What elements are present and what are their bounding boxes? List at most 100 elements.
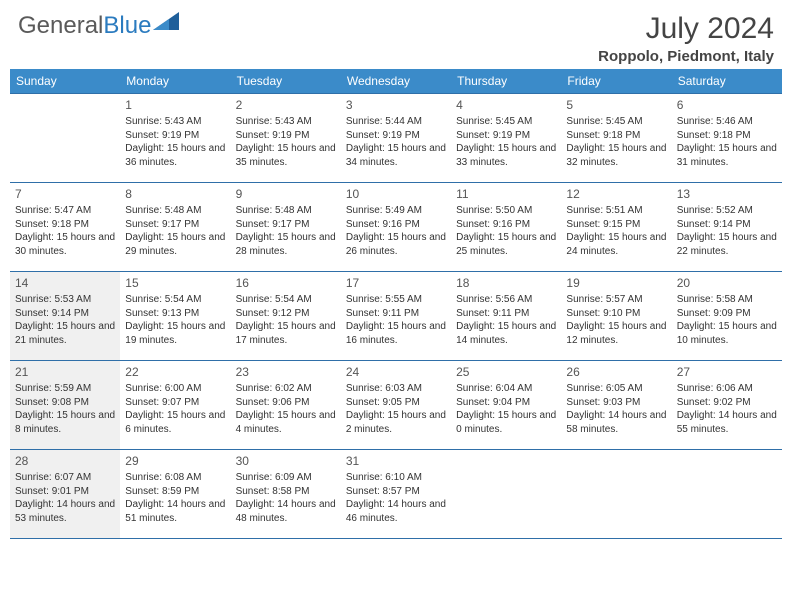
sunset-text: Sunset: 9:14 PM [15, 307, 115, 321]
daylight-text: Daylight: 15 hours and 28 minutes. [236, 231, 336, 258]
day-cell [672, 450, 782, 538]
daylight-text: Daylight: 15 hours and 6 minutes. [125, 409, 225, 436]
day-number: 31 [346, 453, 446, 469]
day-cell: 31Sunrise: 6:10 AMSunset: 8:57 PMDayligh… [341, 450, 451, 538]
week-row: 1Sunrise: 5:43 AMSunset: 9:19 PMDaylight… [10, 93, 782, 183]
day-number: 11 [456, 186, 556, 202]
sunset-text: Sunset: 8:59 PM [125, 485, 225, 499]
day-header-cell: Thursday [451, 69, 561, 93]
day-header-cell: Friday [561, 69, 671, 93]
sunset-text: Sunset: 9:17 PM [236, 218, 336, 232]
day-number: 28 [15, 453, 115, 469]
day-number: 27 [677, 364, 777, 380]
daylight-text: Daylight: 15 hours and 4 minutes. [236, 409, 336, 436]
day-cell [561, 450, 671, 538]
day-number: 3 [346, 97, 446, 113]
day-cell: 18Sunrise: 5:56 AMSunset: 9:11 PMDayligh… [451, 272, 561, 360]
day-cell: 30Sunrise: 6:09 AMSunset: 8:58 PMDayligh… [231, 450, 341, 538]
sunrise-text: Sunrise: 6:09 AM [236, 471, 336, 485]
day-cell: 4Sunrise: 5:45 AMSunset: 9:19 PMDaylight… [451, 94, 561, 182]
day-cell: 17 Sunrise: 5:55 AMSunset: 9:11 PMDayligh… [341, 272, 451, 360]
day-cell: 29Sunrise: 6:08 AMSunset: 8:59 PMDayligh… [120, 450, 230, 538]
sunrise-text: Sunrise: 5:46 AM [677, 115, 777, 129]
daylight-text: Daylight: 15 hours and 12 minutes. [566, 320, 666, 347]
day-number: 13 [677, 186, 777, 202]
day-number: 10 [346, 186, 446, 202]
daylight-text: Daylight: 15 hours and 16 minutes. [346, 320, 446, 347]
daylight-text: Daylight: 15 hours and 10 minutes. [677, 320, 777, 347]
sunset-text: Sunset: 9:11 PM [346, 307, 446, 321]
sunset-text: Sunset: 9:15 PM [566, 218, 666, 232]
day-number: 14 [15, 275, 115, 291]
sunset-text: Sunset: 9:17 PM [125, 218, 225, 232]
sunrise-text: Sunrise: 5:54 AM [125, 293, 225, 307]
title-block: July 2024 Roppolo, Piedmont, Italy [598, 12, 774, 65]
day-cell: 27Sunrise: 6:06 AMSunset: 9:02 PMDayligh… [672, 361, 782, 449]
sunset-text: Sunset: 9:08 PM [15, 396, 115, 410]
day-number: 21 [15, 364, 115, 380]
day-cell: 26Sunrise: 6:05 AMSunset: 9:03 PMDayligh… [561, 361, 671, 449]
sunset-text: Sunset: 9:18 PM [566, 129, 666, 143]
day-cell: 3Sunrise: 5:44 AMSunset: 9:19 PMDaylight… [341, 94, 451, 182]
day-cell: 11 Sunrise: 5:50 AMSunset: 9:16 PMDayligh… [451, 183, 561, 271]
weeks-grid: 1Sunrise: 5:43 AMSunset: 9:19 PMDaylight… [10, 93, 782, 539]
day-number: 17 [346, 275, 446, 291]
day-cell: 12Sunrise: 5:51 AMSunset: 9:15 PMDayligh… [561, 183, 671, 271]
sunrise-text: Sunrise: 5:55 AM [346, 293, 446, 307]
day-number: 29 [125, 453, 225, 469]
sunset-text: Sunset: 9:09 PM [677, 307, 777, 321]
daylight-text: Daylight: 14 hours and 55 minutes. [677, 409, 777, 436]
sunrise-text: Sunrise: 5:43 AM [236, 115, 336, 129]
sunrise-text: Sunrise: 5:50 AM [456, 204, 556, 218]
sunrise-text: Sunrise: 6:06 AM [677, 382, 777, 396]
daylight-text: Daylight: 15 hours and 34 minutes. [346, 142, 446, 169]
day-cell: 6 Sunrise: 5:46 AMSunset: 9:18 PMDaylight… [672, 94, 782, 182]
sunrise-text: Sunrise: 5:58 AM [677, 293, 777, 307]
day-cell: 8Sunrise: 5:48 AMSunset: 9:17 PMDaylight… [120, 183, 230, 271]
sunset-text: Sunset: 9:04 PM [456, 396, 556, 410]
daylight-text: Daylight: 15 hours and 36 minutes. [125, 142, 225, 169]
day-number: 16 [236, 275, 336, 291]
day-number: 6 [677, 97, 777, 113]
sunset-text: Sunset: 9:13 PM [125, 307, 225, 321]
week-row: 7Sunrise: 5:47 AMSunset: 9:18 PMDaylight… [10, 183, 782, 272]
day-cell: 28Sunrise: 6:07 AMSunset: 9:01 PMDayligh… [10, 450, 120, 538]
day-number: 26 [566, 364, 666, 380]
sunset-text: Sunset: 9:18 PM [677, 129, 777, 143]
day-cell: 10Sunrise: 5:49 AMSunset: 9:16 PMDayligh… [341, 183, 451, 271]
day-cell: 20Sunrise: 5:58 AMSunset: 9:09 PMDayligh… [672, 272, 782, 360]
sunrise-text: Sunrise: 5:56 AM [456, 293, 556, 307]
day-cell: 15Sunrise: 5:54 AMSunset: 9:13 PMDayligh… [120, 272, 230, 360]
day-cell: 23Sunrise: 6:02 AMSunset: 9:06 PMDayligh… [231, 361, 341, 449]
day-number: 2 [236, 97, 336, 113]
day-cell: 5Sunrise: 5:45 AMSunset: 9:18 PMDaylight… [561, 94, 671, 182]
sunset-text: Sunset: 9:16 PM [346, 218, 446, 232]
sunset-text: Sunset: 9:19 PM [236, 129, 336, 143]
day-cell: 25Sunrise: 6:04 AMSunset: 9:04 PMDayligh… [451, 361, 561, 449]
sunset-text: Sunset: 9:16 PM [456, 218, 556, 232]
sunset-text: Sunset: 9:19 PM [346, 129, 446, 143]
day-number: 5 [566, 97, 666, 113]
day-header-row: SundayMondayTuesdayWednesdayThursdayFrid… [10, 69, 782, 93]
daylight-text: Daylight: 15 hours and 25 minutes. [456, 231, 556, 258]
day-cell: 16Sunrise: 5:54 AMSunset: 9:12 PMDayligh… [231, 272, 341, 360]
brand-logo: GeneralBlue [18, 12, 179, 40]
sunset-text: Sunset: 9:03 PM [566, 396, 666, 410]
day-number: 7 [15, 186, 115, 202]
daylight-text: Daylight: 14 hours and 53 minutes. [15, 498, 115, 525]
daylight-text: Daylight: 15 hours and 21 minutes. [15, 320, 115, 347]
daylight-text: Daylight: 15 hours and 22 minutes. [677, 231, 777, 258]
day-number: 18 [456, 275, 556, 291]
sunrise-text: Sunrise: 6:03 AM [346, 382, 446, 396]
daylight-text: Daylight: 15 hours and 31 minutes. [677, 142, 777, 169]
sunrise-text: Sunrise: 6:08 AM [125, 471, 225, 485]
sunset-text: Sunset: 9:12 PM [236, 307, 336, 321]
day-header-cell: Sunday [10, 69, 120, 93]
sunset-text: Sunset: 9:19 PM [456, 129, 556, 143]
week-row: 28Sunrise: 6:07 AMSunset: 9:01 PMDayligh… [10, 450, 782, 539]
sunrise-text: Sunrise: 5:48 AM [125, 204, 225, 218]
day-number: 9 [236, 186, 336, 202]
day-cell: 21Sunrise: 5:59 AMSunset: 9:08 PMDayligh… [10, 361, 120, 449]
day-number: 25 [456, 364, 556, 380]
month-title: July 2024 [598, 12, 774, 46]
